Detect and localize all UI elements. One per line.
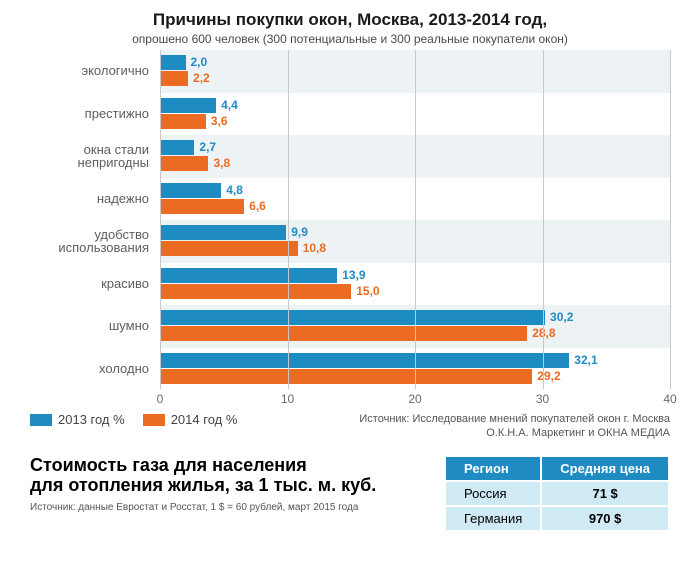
- bar-value: 3,6: [206, 114, 228, 129]
- legend-label: 2013 год %: [58, 412, 125, 427]
- legend-and-source: 2013 год % 2014 год % Источник: Исследова…: [30, 412, 670, 441]
- chart-source: Источник: Исследование мнений покупателе…: [359, 412, 670, 441]
- bar-y2014: 28,8: [160, 326, 527, 341]
- bar-y2014: 6,6: [160, 199, 244, 214]
- bar-value: 6,6: [244, 199, 266, 214]
- bar-y2013: 32,1: [160, 353, 569, 368]
- table-header-cell: Регион: [445, 456, 541, 481]
- legend-swatch: [143, 414, 165, 426]
- category-label: окна стали непригодны: [30, 135, 155, 178]
- bar-y2013: 2,7: [160, 140, 194, 155]
- chart-title: Причины покупки окон, Москва, 2013-2014 …: [20, 10, 680, 30]
- bar-value: 4,4: [216, 98, 238, 113]
- bar-value: 2,0: [186, 55, 208, 70]
- bar-y2013: 13,9: [160, 268, 337, 283]
- bar-y2013: 4,8: [160, 183, 221, 198]
- bar-y2013: 9,9: [160, 225, 286, 240]
- table-cell: Германия: [445, 506, 541, 531]
- category-label: надежно: [30, 178, 155, 221]
- bar-value: 4,8: [221, 183, 243, 198]
- category-label: экологично: [30, 50, 155, 93]
- table-cell: 970 $: [541, 506, 669, 531]
- grid-line: [415, 50, 416, 389]
- x-tick: 30: [536, 392, 549, 406]
- x-tick: 0: [157, 392, 164, 406]
- bar-y2013: 4,4: [160, 98, 216, 113]
- bar-y2013: 30,2: [160, 310, 545, 325]
- legend-swatch: [30, 414, 52, 426]
- bar-y2014: 3,6: [160, 114, 206, 129]
- gas-title-line1: Стоимость газа для населения: [30, 455, 376, 476]
- bar-y2014: 10,8: [160, 241, 298, 256]
- bar-value: 2,2: [188, 71, 210, 86]
- category-label: холодно: [30, 348, 155, 391]
- table-header-cell: Средняя цена: [541, 456, 669, 481]
- x-tick: 40: [663, 392, 676, 406]
- bar-y2013: 2,0: [160, 55, 186, 70]
- bar-y2014: 29,2: [160, 369, 532, 384]
- bar-value: 13,9: [337, 268, 365, 283]
- bar-value: 32,1: [569, 353, 597, 368]
- grid-line: [543, 50, 544, 389]
- table-row: Германия970 $: [445, 506, 669, 531]
- legend: 2013 год % 2014 год %: [30, 412, 237, 427]
- source-line: О.К.Н.А. Маркетинг и ОКНА МЕДИА: [359, 426, 670, 440]
- bar-value: 15,0: [351, 284, 379, 299]
- table-row: Россия71 $: [445, 481, 669, 506]
- gas-title-block: Стоимость газа для населения для отоплен…: [30, 455, 376, 513]
- gas-title-line2: для отопления жилья, за 1 тыс. м. куб.: [30, 475, 376, 496]
- chart-container: экологично2,02,2престижно4,43,6окна стал…: [0, 50, 700, 406]
- grid-line: [670, 50, 671, 389]
- chart-subtitle: опрошено 600 человек (300 потенциальные …: [20, 32, 680, 46]
- source-line: Источник: Исследование мнений покупателе…: [359, 412, 670, 426]
- bar-y2014: 3,8: [160, 156, 208, 171]
- category-label: престижно: [30, 93, 155, 136]
- gas-price-table: РегионСредняя ценаРоссия71 $Германия970 …: [444, 455, 670, 532]
- grid-line: [160, 50, 161, 389]
- bar-value: 2,7: [194, 140, 216, 155]
- category-label: удобство использования: [30, 220, 155, 263]
- table-header-row: РегионСредняя цена: [445, 456, 669, 481]
- gas-source: Источник: данные Евростат и Росстат, 1 $…: [30, 502, 376, 513]
- grid-line: [288, 50, 289, 389]
- legend-item: 2014 год %: [143, 412, 238, 427]
- bar-value: 29,2: [532, 369, 560, 384]
- x-axis: 010203040: [160, 390, 670, 406]
- category-label: шумно: [30, 305, 155, 348]
- legend-item: 2013 год %: [30, 412, 125, 427]
- bar-value: 10,8: [298, 241, 326, 256]
- bar-value: 30,2: [545, 310, 573, 325]
- bar-value: 3,8: [208, 156, 230, 171]
- category-label: красиво: [30, 263, 155, 306]
- bar-y2014: 15,0: [160, 284, 351, 299]
- bar-value: 28,8: [527, 326, 555, 341]
- chart-header: Причины покупки окон, Москва, 2013-2014 …: [0, 0, 700, 50]
- bar-y2014: 2,2: [160, 71, 188, 86]
- x-tick: 20: [408, 392, 421, 406]
- legend-label: 2014 год %: [171, 412, 238, 427]
- table-cell: 71 $: [541, 481, 669, 506]
- table-cell: Россия: [445, 481, 541, 506]
- plot-area: экологично2,02,2престижно4,43,6окна стал…: [160, 50, 670, 390]
- bar-value: 9,9: [286, 225, 308, 240]
- gas-section: Стоимость газа для населения для отоплен…: [30, 455, 670, 532]
- x-tick: 10: [281, 392, 294, 406]
